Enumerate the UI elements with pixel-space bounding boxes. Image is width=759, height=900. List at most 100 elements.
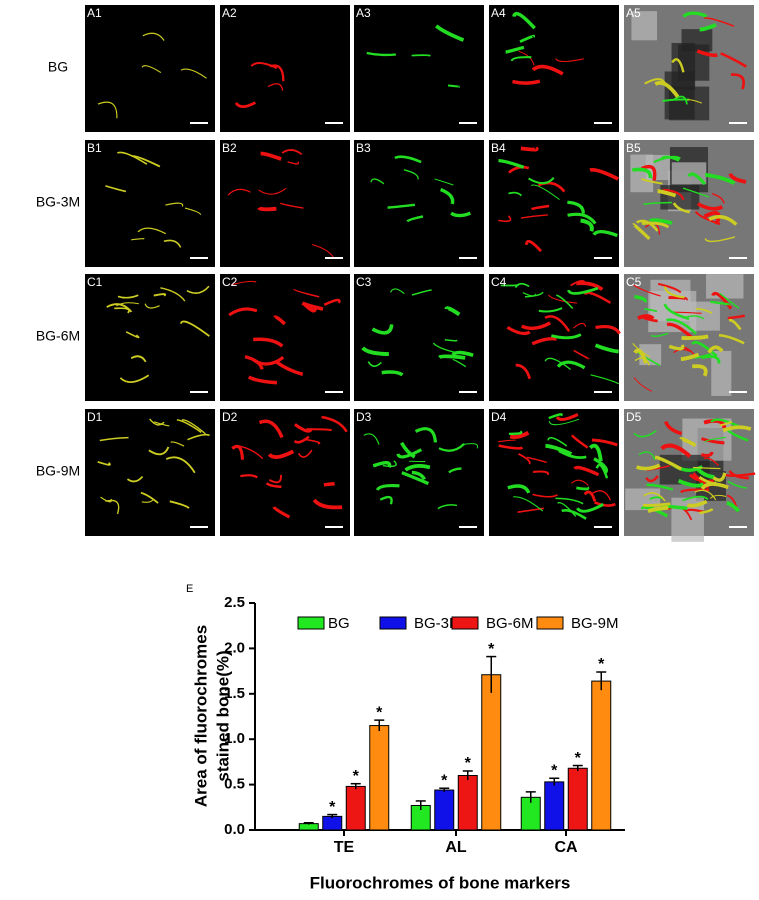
- stain: [730, 73, 746, 90]
- stain: [641, 177, 663, 185]
- legend-swatch: [379, 616, 407, 630]
- stain: [680, 488, 710, 494]
- panel-label: C5: [626, 275, 642, 289]
- stain: [653, 155, 681, 164]
- stain: [719, 420, 733, 427]
- stain: [589, 168, 619, 181]
- stain: [634, 294, 648, 303]
- texture: [650, 279, 691, 322]
- stain: [595, 463, 609, 479]
- significance: *: [575, 750, 582, 767]
- stain: [555, 413, 579, 422]
- stain: [411, 470, 426, 481]
- scale-bar: [459, 257, 477, 259]
- stain: [532, 493, 558, 498]
- stain: [571, 479, 589, 486]
- stain: [704, 236, 736, 243]
- micrograph: [85, 5, 215, 132]
- scale-bar: [729, 526, 747, 528]
- stain: [366, 51, 396, 57]
- stain: [727, 480, 747, 489]
- stain: [640, 164, 657, 181]
- bar: [457, 775, 478, 831]
- stain: [396, 448, 423, 459]
- panel-label: B4: [491, 141, 506, 155]
- stain: [654, 455, 683, 471]
- stain: [633, 284, 661, 297]
- stain: [594, 343, 619, 354]
- stain: [321, 415, 348, 433]
- stain: [644, 308, 658, 313]
- stain: [545, 443, 573, 456]
- bar: [591, 680, 612, 831]
- stain: [401, 471, 430, 486]
- stain: [551, 333, 582, 340]
- stain: [645, 475, 659, 483]
- row-label: BG: [48, 59, 68, 75]
- stain: [434, 24, 465, 42]
- stain: [117, 151, 148, 165]
- panel-label: A3: [356, 6, 371, 20]
- error-bar: [415, 800, 426, 811]
- stain: [664, 420, 683, 436]
- bar: [345, 785, 366, 831]
- stain: [573, 465, 600, 477]
- stain: [575, 503, 605, 513]
- stain: [570, 279, 586, 287]
- stain: [682, 187, 710, 198]
- bar: [434, 789, 455, 831]
- stain: [646, 483, 674, 491]
- stain: [160, 287, 186, 302]
- stain: [594, 501, 616, 507]
- stain: [591, 438, 618, 447]
- stain: [637, 314, 655, 321]
- stain: [312, 498, 343, 510]
- stain: [461, 443, 479, 449]
- panel-label: B3: [356, 141, 371, 155]
- stain: [642, 502, 671, 507]
- stain: [508, 165, 530, 174]
- panel-label: D3: [356, 410, 372, 424]
- stain: [97, 460, 111, 466]
- stain: [187, 433, 210, 441]
- stain: [234, 101, 257, 109]
- stain: [650, 332, 669, 338]
- texture: [660, 185, 700, 210]
- stain: [513, 496, 544, 512]
- stain: [297, 449, 313, 458]
- stain: [265, 482, 282, 488]
- stain: [548, 413, 563, 420]
- y-tick-label: 0.5: [224, 776, 245, 793]
- stain: [648, 218, 673, 225]
- stain: [180, 68, 207, 79]
- texture: [671, 42, 696, 90]
- stain: [363, 433, 380, 445]
- stain: [253, 356, 285, 366]
- significance: *: [551, 762, 558, 779]
- stain: [558, 449, 587, 459]
- stain: [125, 331, 140, 339]
- stain: [643, 492, 666, 502]
- panel-label: A5: [626, 6, 641, 20]
- y-tick-label: 0.0: [224, 821, 245, 838]
- stain: [509, 430, 530, 439]
- stain: [531, 64, 564, 76]
- stain: [681, 334, 709, 340]
- x-axis-label: Fluorochromes of bone markers: [310, 873, 571, 892]
- stain: [404, 464, 431, 472]
- stain: [699, 508, 714, 515]
- stain: [657, 282, 682, 294]
- stain: [105, 185, 127, 193]
- stain: [526, 456, 548, 464]
- stain: [700, 451, 714, 458]
- stain: [672, 202, 690, 214]
- stain: [306, 428, 332, 432]
- stain: [691, 340, 718, 358]
- stain: [531, 336, 557, 346]
- texture: [711, 350, 732, 396]
- stain: [722, 425, 752, 433]
- stain: [126, 475, 144, 483]
- micrograph: [85, 140, 215, 267]
- bar: [567, 767, 588, 831]
- stain: [686, 99, 702, 104]
